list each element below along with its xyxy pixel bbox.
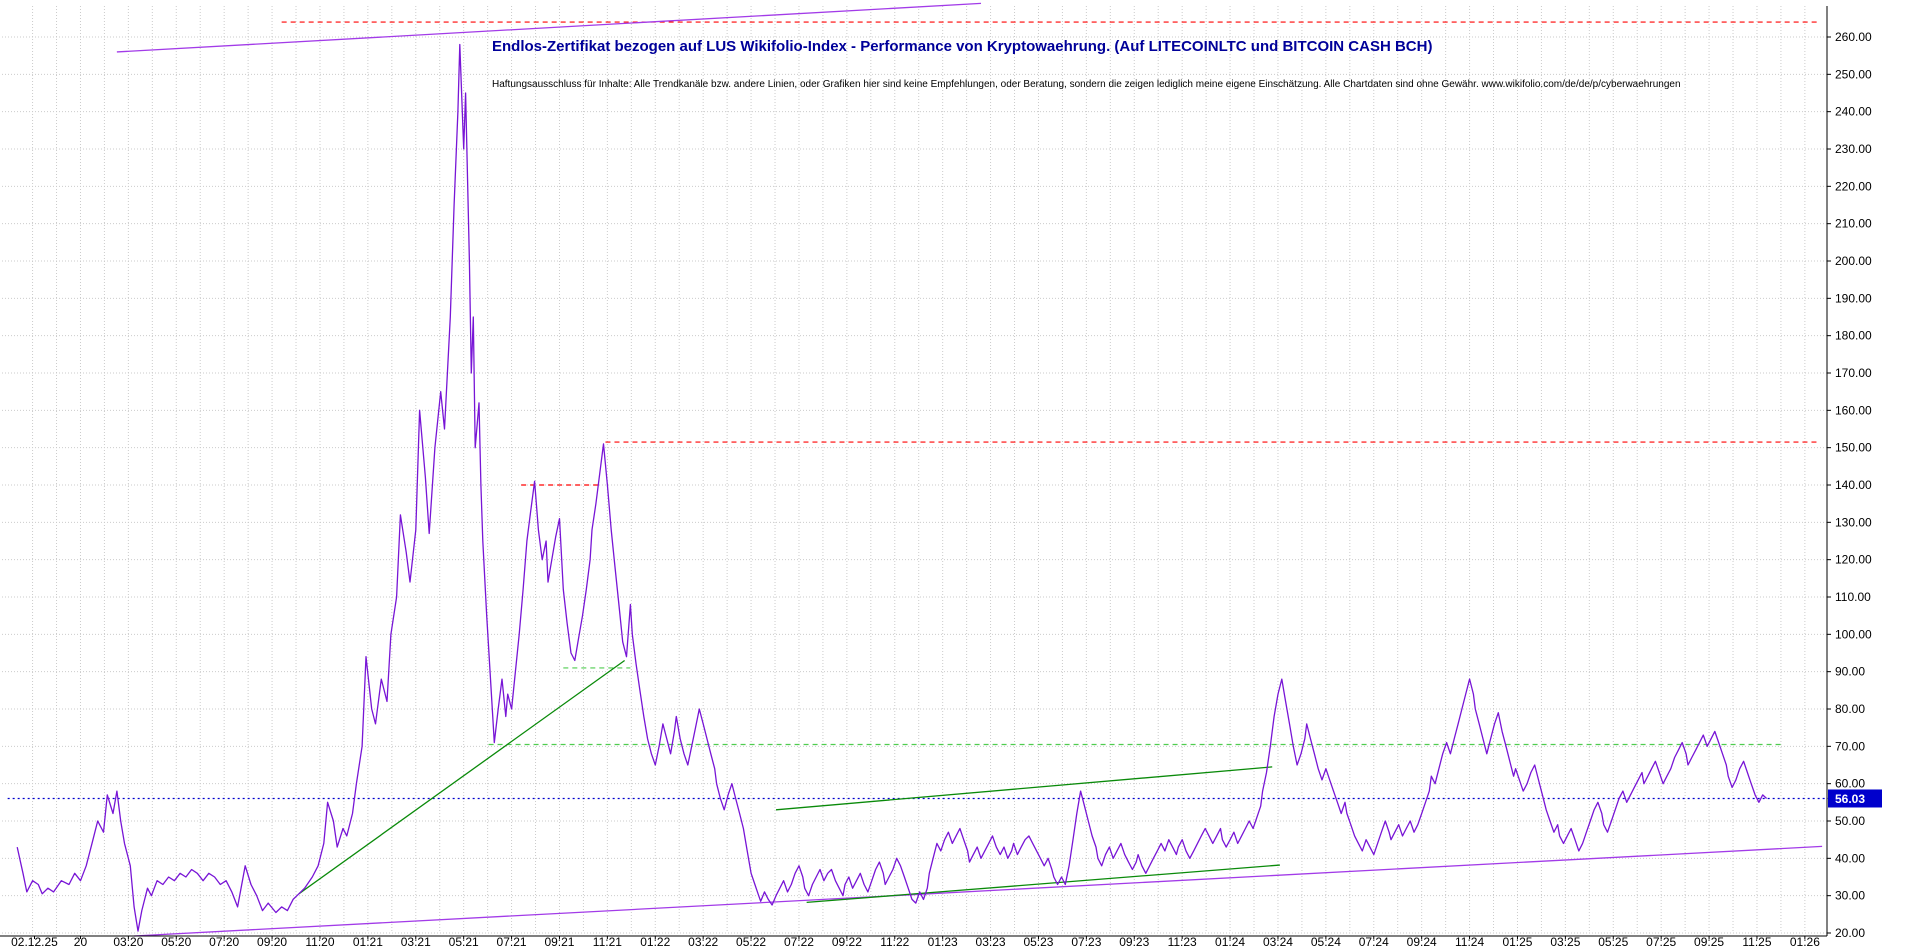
x-tick-label: 20 — [74, 935, 88, 948]
x-tick-label: 01:25 — [1502, 935, 1532, 948]
y-tick-label: 200.00 — [1835, 254, 1872, 268]
x-tick-label: 05:23 — [1023, 935, 1053, 948]
x-tick-label: 09:22 — [832, 935, 862, 948]
x-tick-label: 09:24 — [1407, 935, 1437, 948]
last-price-text: 56.03 — [1835, 792, 1865, 806]
y-tick-label: 220.00 — [1835, 179, 1872, 193]
x-tick-label: 09:21 — [544, 935, 574, 948]
x-axis-labels: 02.12.25 20 03:20 05:20 07:20 09:20 11:20 01:21… — [11, 935, 1820, 948]
chart-disclaimer: Haftungsausschluss für Inhalte: Alle Tre… — [492, 79, 1681, 90]
x-tick-label: 01:24 — [1215, 935, 1245, 948]
y-tick-label: 70.00 — [1835, 739, 1865, 753]
x-tick-label: 03:23 — [976, 935, 1006, 948]
gridlines — [2, 6, 1827, 934]
level-lines — [7, 21, 1828, 800]
trendline-uptrend-2020-2021 — [298, 659, 625, 895]
x-tick-label: 03:22 — [688, 935, 718, 948]
y-tick-label: 260.00 — [1835, 30, 1872, 44]
x-tick-label: 07:20 — [209, 935, 239, 948]
y-tick-label: 40.00 — [1835, 851, 1865, 865]
x-tick-label: 07:24 — [1359, 935, 1389, 948]
y-tick-label: 20.00 — [1835, 926, 1865, 940]
trendline-uptrend-mid-upper — [775, 766, 1273, 811]
x-tick-label: 05:20 — [161, 935, 191, 948]
x-tick-label: 02.12.25 — [11, 935, 58, 948]
x-tick-label: 05:24 — [1311, 935, 1341, 948]
x-tick-label: 11:21 — [593, 935, 622, 948]
y-tick-label: 160.00 — [1835, 403, 1872, 417]
x-tick-label: 09:20 — [257, 935, 287, 948]
price-line — [16, 43, 1768, 932]
x-tick-label: 07:21 — [497, 935, 527, 948]
y-tick-label: 110.00 — [1835, 590, 1871, 604]
y-tick-label: 50.00 — [1835, 814, 1865, 828]
last-price-badge-bg — [1828, 789, 1882, 808]
x-tick-label: 01:23 — [928, 935, 958, 948]
y-tick-label: 90.00 — [1835, 665, 1865, 679]
y-tick-label: 150.00 — [1835, 441, 1872, 455]
x-tick-label: 03:24 — [1263, 935, 1293, 948]
x-tick-label: 11:24 — [1455, 935, 1484, 948]
y-tick-label: 180.00 — [1835, 329, 1872, 343]
trendlines — [116, 2, 1823, 937]
x-tick-label: 03:20 — [113, 935, 143, 948]
price-series — [16, 43, 1768, 932]
x-tick-label: 03:25 — [1550, 935, 1580, 948]
y-tick-label: 170.00 — [1835, 366, 1872, 380]
chart-title: Endlos-Zertifikat bezogen auf LUS Wikifo… — [492, 38, 1433, 55]
y-tick-label: 80.00 — [1835, 702, 1865, 716]
x-tick-label: 07:22 — [784, 935, 814, 948]
y-tick-label: 30.00 — [1835, 889, 1865, 903]
x-tick-label: 01:26 — [1790, 935, 1820, 948]
y-tick-label: 130.00 — [1835, 515, 1872, 529]
y-tick-label: 100.00 — [1835, 627, 1872, 641]
x-tick-label: 05:22 — [736, 935, 766, 948]
y-tick-label: 230.00 — [1835, 142, 1872, 156]
x-tick-label: 01:22 — [640, 935, 670, 948]
axes — [0, 6, 1828, 937]
y-tick-label: 190.00 — [1835, 291, 1872, 305]
x-tick-label: 11:22 — [880, 935, 909, 948]
y-tick-label: 250.00 — [1835, 67, 1872, 81]
x-tick-label: 03:21 — [401, 935, 431, 948]
trendline-channel-bottom — [134, 845, 1823, 937]
y-axis-labels: 260.00 250.00 240.00 230.00 220.00 210.00 200.… — [1827, 30, 1872, 940]
y-tick-label: 140.00 — [1835, 478, 1872, 492]
trendline-channel-top — [116, 2, 982, 53]
x-tick-label: 09:25 — [1694, 935, 1724, 948]
x-tick-label: 11:23 — [1168, 935, 1197, 948]
x-tick-label: 11:25 — [1742, 935, 1771, 948]
x-tick-label: 07:23 — [1071, 935, 1101, 948]
x-tick-label: 05:21 — [449, 935, 479, 948]
y-tick-label: 120.00 — [1835, 553, 1872, 567]
y-tick-label: 210.00 — [1835, 217, 1872, 231]
x-tick-label: 11:20 — [305, 935, 334, 948]
x-tick-label: 01:21 — [353, 935, 383, 948]
y-tick-label: 60.00 — [1835, 777, 1865, 791]
x-tick-label: 05:25 — [1598, 935, 1628, 948]
x-tick-label: 07:25 — [1646, 935, 1676, 948]
trendline-uptrend-mid-lower — [806, 864, 1280, 904]
y-tick-label: 240.00 — [1835, 105, 1872, 119]
x-tick-label: 09:23 — [1119, 935, 1149, 948]
last-price-badge: 56.03 — [1828, 789, 1882, 808]
